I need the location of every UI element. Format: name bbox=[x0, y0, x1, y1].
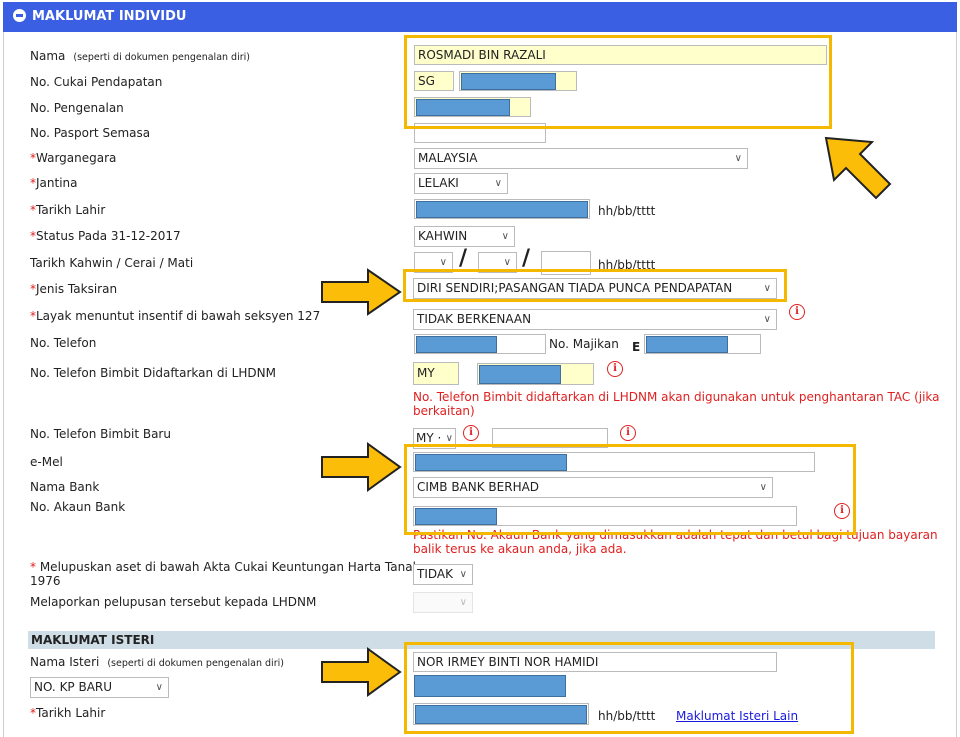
redacted-block bbox=[416, 99, 510, 116]
label-bimbit: No. Telefon Bimbit Didaftarkan di LHDNM bbox=[30, 366, 276, 380]
cukai-prefix-input[interactable]: SG bbox=[414, 71, 454, 91]
label-layak: *Layak menuntut insentif di bawah seksye… bbox=[30, 309, 321, 323]
label-cukai: No. Cukai Pendapatan bbox=[30, 75, 163, 89]
date-format-hint: hh/bb/tttt bbox=[598, 204, 656, 218]
nama-isteri-input[interactable]: NOR IRMEY BINTI NOR HAMIDI bbox=[413, 652, 777, 672]
id-type-select[interactable]: NO. KP BARU ∨ bbox=[30, 677, 169, 698]
redacted-block bbox=[479, 365, 561, 384]
arrow-up-left-icon bbox=[824, 136, 892, 200]
info-icon[interactable]: i bbox=[620, 425, 636, 441]
date-format-hint: hh/bb/tttt bbox=[598, 709, 656, 723]
arrow-right-icon bbox=[321, 647, 402, 697]
info-icon[interactable]: i bbox=[834, 503, 850, 519]
label-emel: e-Mel bbox=[30, 455, 63, 469]
label-warganegara: *Warganegara bbox=[30, 151, 117, 165]
nama-input[interactable]: ROSMADI BIN RAZALI bbox=[414, 45, 827, 65]
chevron-down-icon: ∨ bbox=[155, 682, 163, 693]
arrow-right-icon bbox=[321, 442, 402, 492]
chevron-down-icon: ∨ bbox=[459, 569, 467, 580]
chevron-down-icon: ∨ bbox=[459, 597, 467, 608]
highlight-box bbox=[404, 444, 856, 535]
info-icon[interactable]: i bbox=[463, 425, 479, 441]
bimbit-baru-input[interactable] bbox=[492, 428, 608, 448]
chevron-down-icon: ∨ bbox=[445, 433, 453, 444]
highlight-box bbox=[404, 642, 854, 734]
bimbit-input[interactable] bbox=[477, 363, 594, 385]
date-separator: / bbox=[522, 246, 531, 271]
chevron-down-icon: ∨ bbox=[759, 482, 767, 493]
maklumat-isteri-lain-link[interactable]: Maklumat Isteri Lain bbox=[676, 709, 799, 723]
label-nama: Nama (seperti di dokumen pengenalan diri) bbox=[30, 49, 250, 63]
label-pengenalan: No. Pengenalan bbox=[30, 101, 124, 115]
chevron-down-icon: ∨ bbox=[501, 231, 509, 242]
redacted-block bbox=[415, 508, 497, 525]
label-tarikh-lahir: *Tarikh Lahir bbox=[30, 203, 106, 217]
chevron-down-icon: ∨ bbox=[503, 257, 511, 268]
emel-input[interactable] bbox=[413, 452, 815, 472]
chevron-down-icon: ∨ bbox=[763, 314, 771, 325]
label-akaun: No. Akaun Bank bbox=[30, 500, 126, 514]
redacted-block bbox=[415, 454, 567, 471]
section-header[interactable]: MAKLUMAT INDIVIDU bbox=[3, 2, 957, 32]
melupuskan-select[interactable]: TIDAK ∨ bbox=[413, 564, 473, 585]
form-panel bbox=[3, 32, 957, 737]
chevron-down-icon: ∨ bbox=[494, 178, 502, 189]
label-jenis: *Jenis Taksiran bbox=[30, 282, 118, 296]
pengenalan-input[interactable] bbox=[414, 97, 531, 117]
layak-select[interactable]: TIDAK BERKENAAN ∨ bbox=[413, 309, 777, 330]
info-icon[interactable]: i bbox=[789, 304, 805, 320]
label-majikan: No. Majikan bbox=[549, 337, 619, 351]
majikan-prefix: E bbox=[632, 340, 641, 354]
chevron-down-icon: ∨ bbox=[763, 283, 771, 294]
bimbit-prefix-input[interactable]: MY bbox=[413, 362, 459, 385]
label-melupuskan: * Melupuskan aset di bawah Akta Cukai Ke… bbox=[30, 560, 421, 588]
isteri-id-input-redacted[interactable] bbox=[414, 675, 566, 697]
melaporkan-select: ∨ bbox=[413, 592, 473, 613]
akaun-note: Pastikan No. Akaun Bank yang dimasukkan … bbox=[413, 528, 938, 556]
tac-note: No. Telefon Bimbit didaftarkan di LHDNM … bbox=[413, 390, 940, 418]
cukai-number-input[interactable] bbox=[459, 71, 577, 91]
bimbit-baru-prefix-select[interactable]: MY · ∨ bbox=[413, 428, 456, 449]
label-telefon: No. Telefon bbox=[30, 336, 97, 350]
majikan-input[interactable] bbox=[644, 334, 761, 354]
label-jantina: *Jantina bbox=[30, 176, 78, 190]
label-status: *Status Pada 31-12-2017 bbox=[30, 229, 181, 243]
chevron-down-icon: ∨ bbox=[439, 257, 447, 268]
tarikh-lahir-input[interactable] bbox=[414, 199, 590, 219]
collapse-icon[interactable] bbox=[13, 9, 26, 22]
redacted-block bbox=[416, 201, 588, 218]
label-melaporkan: Melaporkan pelupusan tersebut kepada LHD… bbox=[30, 595, 317, 609]
label-bank: Nama Bank bbox=[30, 480, 100, 494]
jenis-taksiran-select[interactable]: DIRI SENDIRI;PASANGAN TIADA PUNCA PENDAP… bbox=[413, 278, 777, 299]
section-title: MAKLUMAT INDIVIDU bbox=[32, 9, 187, 24]
redacted-block bbox=[415, 705, 587, 724]
status-select[interactable]: KAHWIN ∨ bbox=[414, 226, 515, 247]
date-separator: / bbox=[459, 246, 468, 271]
jantina-select[interactable]: LELAKI ∨ bbox=[414, 173, 508, 194]
label-pasport: No. Pasport Semasa bbox=[30, 126, 151, 140]
telefon-input[interactable] bbox=[414, 334, 546, 354]
arrow-right-icon bbox=[321, 268, 402, 316]
kahwin-month-select[interactable]: ∨ bbox=[478, 252, 517, 273]
date-format-hint: hh/bb/tttt bbox=[598, 258, 656, 272]
isteri-tarikh-lahir-input[interactable] bbox=[413, 703, 589, 725]
bank-select[interactable]: CIMB BANK BERHAD ∨ bbox=[413, 477, 773, 498]
chevron-down-icon: ∨ bbox=[734, 153, 742, 164]
info-icon[interactable]: i bbox=[607, 361, 623, 377]
redacted-block bbox=[416, 336, 497, 353]
label-isteri-tarikh-lahir: *Tarikh Lahir bbox=[30, 706, 106, 720]
redacted-block bbox=[646, 336, 728, 353]
label-tarikh-kahwin: Tarikh Kahwin / Cerai / Mati bbox=[30, 256, 194, 270]
label-nama-isteri: Nama Isteri (seperti di dokumen pengenala… bbox=[30, 655, 284, 669]
highlight-box bbox=[403, 269, 787, 302]
label-bimbit-baru: No. Telefon Bimbit Baru bbox=[30, 427, 171, 441]
kahwin-day-select[interactable]: ∨ bbox=[414, 252, 453, 273]
redacted-block bbox=[461, 73, 556, 90]
warganegara-select[interactable]: MALAYSIA ∨ bbox=[414, 148, 748, 169]
highlight-box bbox=[404, 35, 832, 129]
akaun-input[interactable] bbox=[413, 506, 797, 526]
